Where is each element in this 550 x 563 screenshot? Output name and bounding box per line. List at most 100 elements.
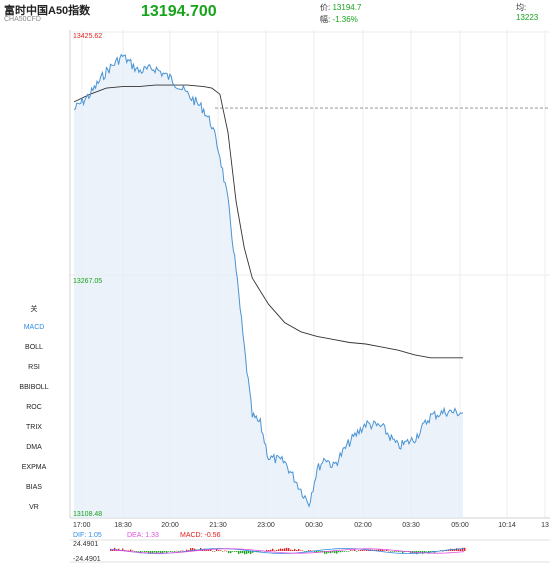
- macd-bar: [400, 551, 402, 552]
- macd-bar: [334, 551, 336, 554]
- instrument-title: 富时中国A50指数: [4, 5, 91, 17]
- average-readout: 均: 13223: [516, 2, 550, 22]
- macd-bar: [260, 551, 262, 552]
- macd-bar: [318, 551, 320, 552]
- average-label: 均:: [516, 3, 527, 12]
- macd-bar: [250, 551, 252, 554]
- macd-bar: [174, 551, 176, 552]
- indicator-tab[interactable]: ROC: [26, 404, 42, 411]
- change-readout: 幅: -1.36%: [320, 14, 358, 25]
- macd-bar: [294, 548, 296, 551]
- macd-bar: [270, 549, 272, 551]
- x-tick-label: 02:00: [354, 522, 372, 529]
- macd-bar: [382, 549, 384, 551]
- dea-label: DEA:: [127, 532, 143, 539]
- macd-bar: [384, 550, 386, 552]
- indicator-tab[interactable]: BOLL: [25, 344, 43, 351]
- macd-bar: [430, 551, 432, 553]
- macd-bar: [344, 551, 346, 552]
- macd-bar: [366, 549, 368, 551]
- macd-bar: [172, 551, 174, 552]
- macd-bar: [342, 551, 344, 552]
- macd-bar: [340, 551, 342, 553]
- price-value: 13194.7: [332, 3, 362, 12]
- macd-bar: [152, 551, 154, 554]
- macd-bar: [420, 551, 422, 554]
- macd-bar: [190, 548, 192, 551]
- macd-bar: [292, 549, 294, 551]
- indicator-tab[interactable]: 关: [30, 306, 38, 313]
- indicator-tab[interactable]: DMA: [26, 444, 42, 451]
- instrument-code: CHA50CFD: [4, 16, 41, 23]
- macd-bar: [122, 548, 124, 551]
- macd-bar: [338, 551, 340, 553]
- macd-bar: [128, 550, 130, 552]
- macd-bar: [346, 551, 348, 552]
- y-tick-label-bottom: 13108.48: [73, 511, 102, 518]
- macd-bar: [176, 550, 178, 552]
- indicator-tab[interactable]: VR: [29, 504, 39, 511]
- macd-bar: [454, 549, 456, 551]
- macd-bar: [166, 551, 168, 554]
- macd-bar: [246, 551, 248, 554]
- macd-bar: [388, 550, 390, 552]
- indicator-tab[interactable]: RSI: [28, 364, 40, 371]
- indicator-tab[interactable]: TRIX: [26, 424, 42, 431]
- macd-bar: [462, 547, 464, 551]
- macd-bar: [376, 549, 378, 551]
- macd-bar: [244, 551, 246, 555]
- indicator-tab[interactable]: BBIBOLL: [19, 384, 49, 391]
- macd-bar: [308, 550, 310, 551]
- macd-bar: [178, 551, 180, 552]
- macd-bar: [390, 551, 392, 552]
- macd-bar: [142, 551, 144, 552]
- macd-bar: [282, 548, 284, 551]
- macd-bar: [136, 551, 138, 552]
- macd-bar: [442, 551, 444, 552]
- price-area-fill: [74, 54, 463, 518]
- macd-bar: [464, 547, 466, 551]
- x-tick-label: 17:00: [73, 522, 91, 529]
- macd-bar: [358, 550, 360, 551]
- macd-bar: [302, 550, 304, 552]
- macd-bar: [126, 550, 128, 551]
- macd-bar: [320, 551, 322, 552]
- quote-header: 富时中国A50指数 CHA50CFD 13194.700 价: 13194.7 …: [0, 0, 550, 28]
- macd-bar: [272, 548, 274, 551]
- macd-bar: [330, 551, 332, 554]
- macd-dea-label: DEA: 1.33: [127, 532, 159, 539]
- average-value: 13223: [516, 13, 539, 22]
- macd-bar: [230, 551, 232, 554]
- indicator-tab[interactable]: EXPMA: [21, 464, 47, 471]
- macd-bar: [144, 551, 146, 553]
- macd-bar: [460, 548, 462, 551]
- dea-value: 1.33: [145, 532, 159, 539]
- macd-bar: [232, 551, 234, 552]
- x-tick-label: 00:30: [305, 522, 323, 529]
- y-tick-label-top: 13425.62: [73, 33, 102, 40]
- macd-bar: [394, 551, 396, 552]
- macd-bar: [348, 551, 350, 552]
- macd-bar: [134, 551, 136, 552]
- macd-bar: [182, 550, 184, 552]
- indicator-tab[interactable]: BIAS: [26, 484, 42, 491]
- macd-bar: [208, 549, 210, 551]
- macd-bar: [160, 551, 162, 554]
- x-axis-ticks: 17:00 18:30 20:00 21:30 23:00 00:30 02:00 03:30…: [73, 522, 549, 529]
- indicator-tab[interactable]: MACD: [23, 324, 45, 331]
- macd-bar: [274, 550, 276, 552]
- macd-bar: [148, 551, 150, 554]
- macd-bar: [332, 551, 334, 553]
- macd-bar: [164, 551, 166, 553]
- macd-bar: [130, 549, 132, 551]
- macd-bar: [180, 550, 182, 552]
- macd-bar: [248, 551, 250, 554]
- macd-bar: [150, 551, 152, 554]
- x-tick-label: 18:30: [114, 522, 132, 529]
- macd-bar: [110, 549, 112, 551]
- macd-bar: [280, 548, 282, 551]
- macd-bar: [236, 551, 238, 552]
- macd-dea-line: [109, 548, 465, 554]
- macd-bar: [240, 551, 242, 554]
